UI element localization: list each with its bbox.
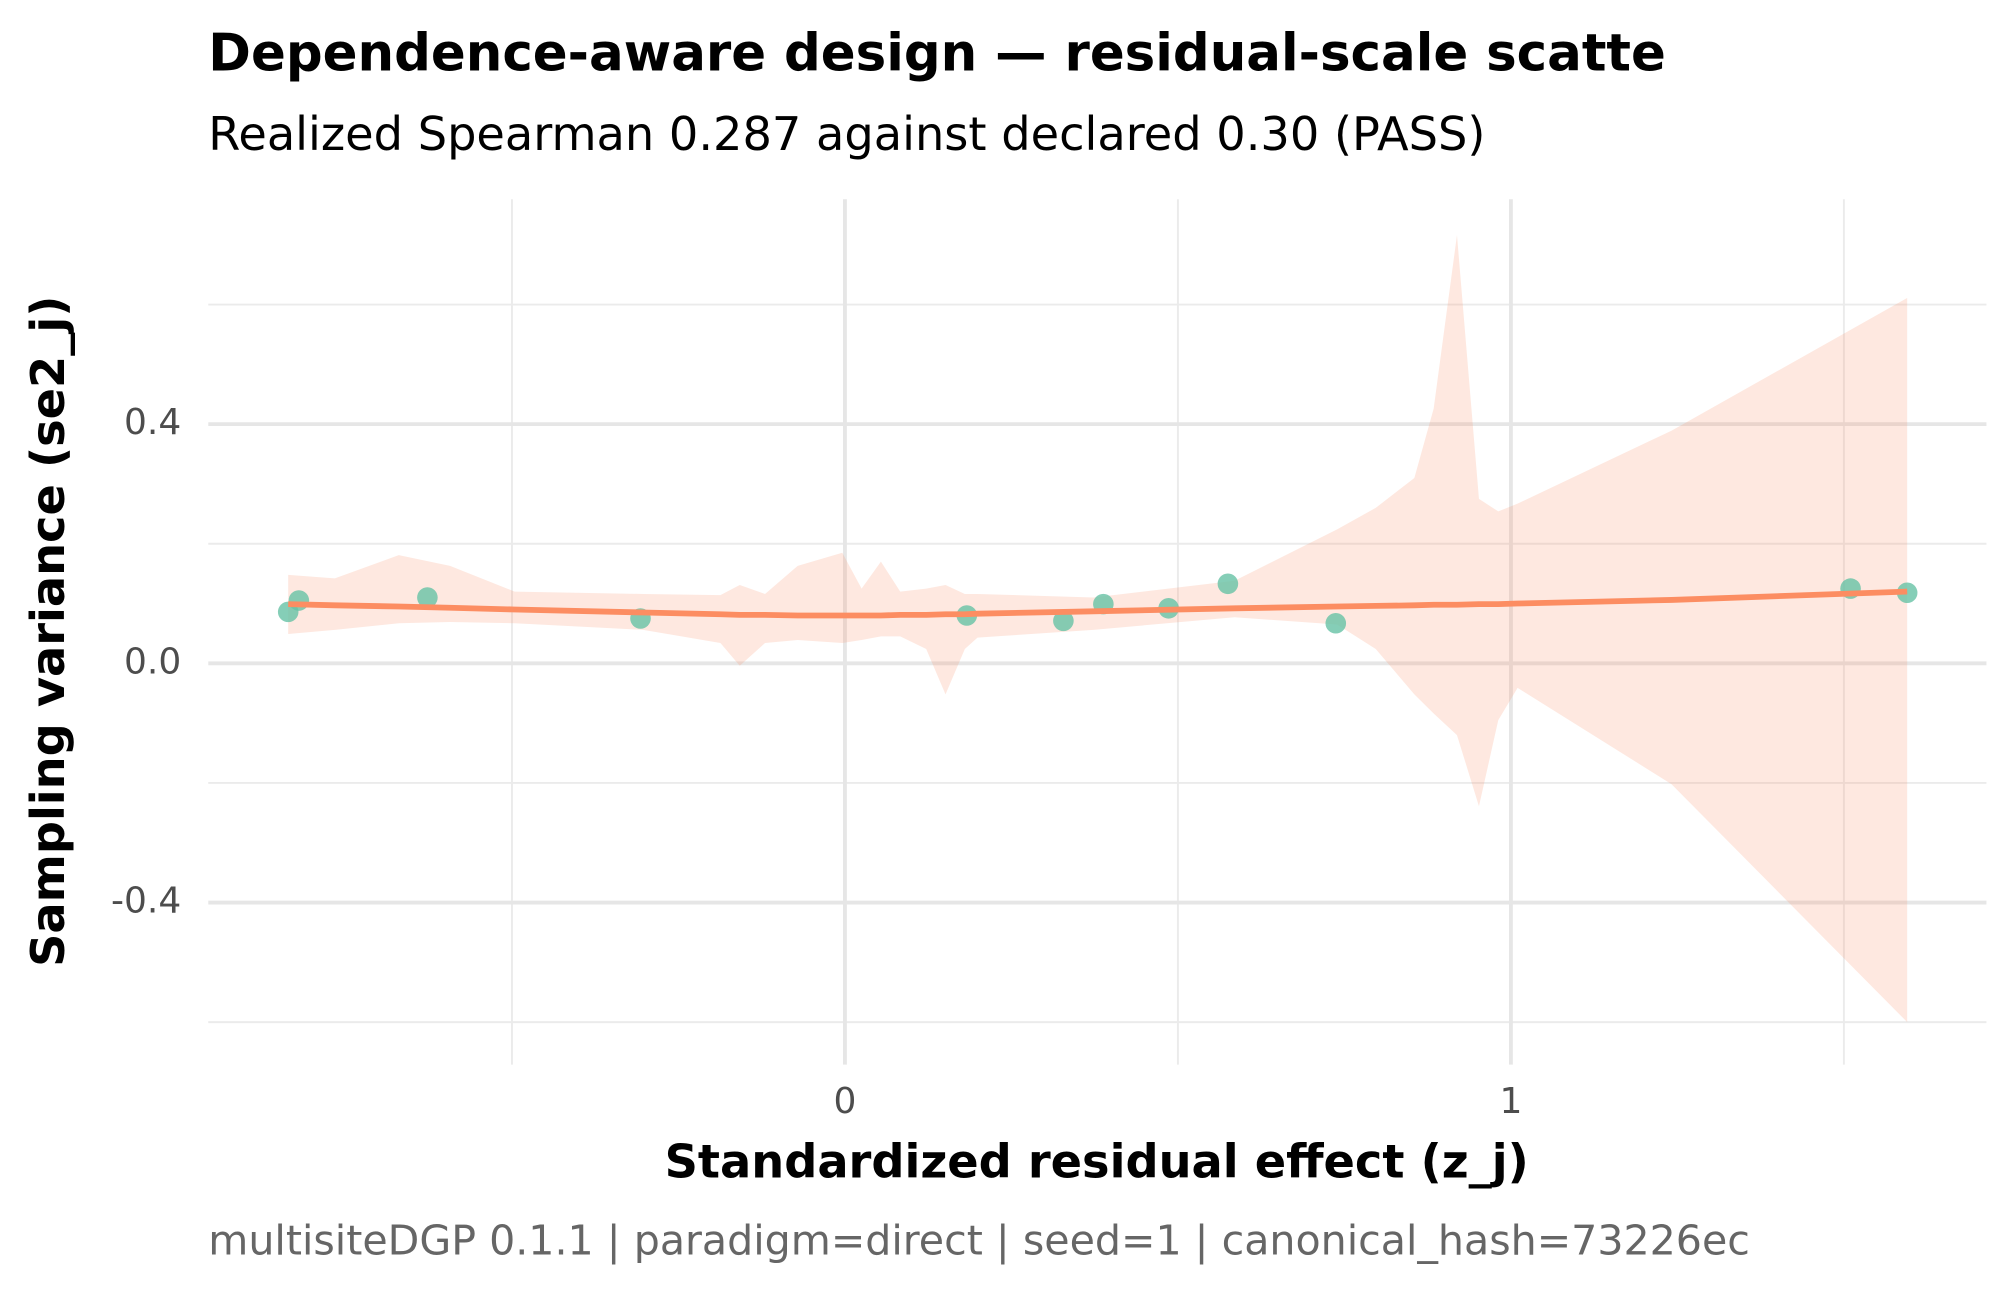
caption: multisiteDGP 0.1.1 | paradigm=direct | s…	[208, 1216, 1750, 1264]
chart-subtitle: Realized Spearman 0.287 against declared…	[208, 107, 1485, 161]
smooth-line	[288, 588, 1908, 619]
y-tick-label: 0.4	[124, 402, 181, 443]
x-tick-label: 1	[1499, 1081, 1522, 1122]
confidence-band	[288, 235, 1908, 1023]
data-point	[288, 590, 310, 611]
x-axis-title: Standardized residual effect (z_j)	[665, 1134, 1529, 1188]
chart-title: Dependence-aware design — residual-scale…	[208, 24, 1666, 84]
data-point	[417, 587, 438, 608]
y-tick-label: 0.0	[124, 641, 181, 682]
data-point	[1053, 610, 1074, 632]
data-point	[1325, 612, 1347, 634]
y-tick-label: -0.4	[111, 881, 181, 922]
grid: 0 1 -0.4 0.0 0.4	[111, 199, 1987, 1122]
plot-marks	[277, 235, 1918, 1023]
x-tick-label: 0	[834, 1081, 857, 1122]
data-point	[1217, 573, 1239, 595]
y-axis-title: Sampling variance (se2_j)	[21, 296, 75, 967]
